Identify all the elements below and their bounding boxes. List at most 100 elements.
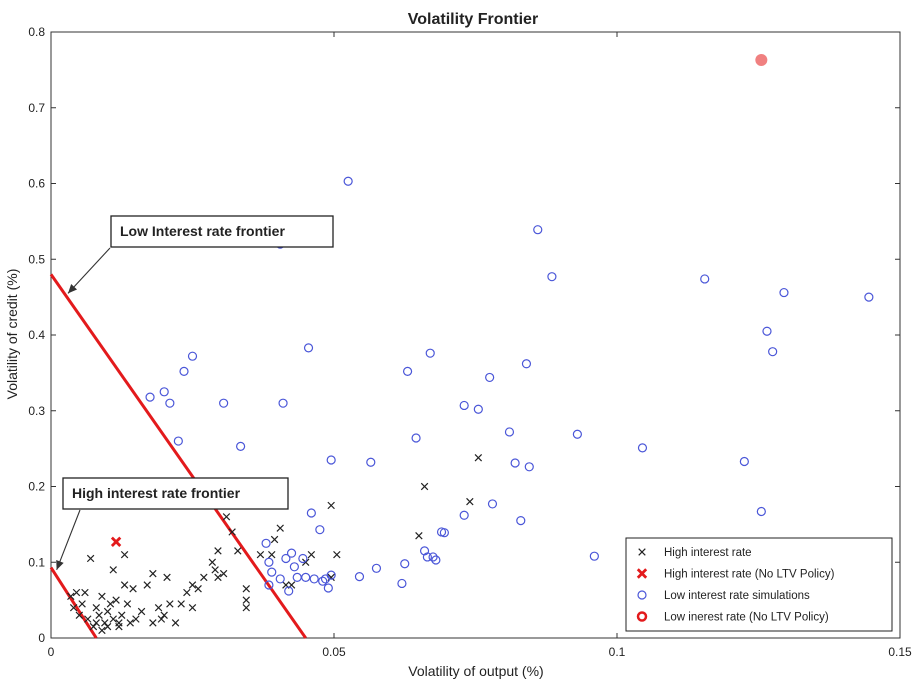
- data-point: [425, 348, 435, 358]
- legend-label: Low inerest rate (No LTV Policy): [664, 612, 829, 624]
- data-point: [157, 615, 166, 623]
- data-point: [228, 528, 236, 536]
- data-point: [214, 547, 222, 555]
- data-point: [286, 548, 297, 558]
- low-frontier-label: Low Interest rate frontier: [120, 223, 285, 239]
- data-point: [366, 457, 376, 467]
- data-point: [487, 499, 498, 509]
- low-interest-frontier-line: [49, 273, 307, 639]
- data-point: [275, 574, 285, 584]
- data-point: [264, 580, 274, 590]
- legend-label: High interest rate (No LTV Policy): [664, 569, 835, 581]
- legend-marker: [637, 590, 647, 600]
- data-point: [120, 550, 129, 559]
- data-point: [301, 572, 311, 583]
- y-tick-label: 0.7: [28, 101, 45, 115]
- data-point: [637, 443, 648, 453]
- y-tick-label: 0.6: [28, 177, 45, 191]
- data-point: [315, 525, 325, 535]
- legend-marker: [636, 611, 648, 622]
- data-point: [411, 433, 421, 443]
- data-point: [326, 570, 336, 580]
- data-point: [276, 524, 284, 532]
- legend-box: [625, 537, 893, 632]
- data-point: [298, 553, 308, 564]
- data-point: [779, 287, 789, 298]
- data-point: [222, 513, 231, 521]
- data-point: [419, 546, 430, 556]
- high-frontier-label: High interest rate frontier: [72, 485, 241, 501]
- y-tick-label: 0.5: [28, 252, 45, 266]
- high-frontier-label-box: [62, 477, 289, 510]
- data-point: [400, 559, 410, 569]
- data-point: [179, 366, 189, 376]
- data-point: [459, 510, 469, 520]
- x-tick-label: 0: [48, 645, 55, 659]
- data-point: [284, 586, 294, 596]
- data-point: [327, 501, 335, 510]
- data-point: [149, 619, 157, 627]
- data-point: [159, 387, 169, 397]
- data-point: [756, 506, 766, 517]
- chart-title: Volatility Frontier: [408, 11, 538, 28]
- data-point: [755, 54, 768, 67]
- data-point: [343, 176, 353, 186]
- data-point: [415, 532, 423, 540]
- data-point: [200, 573, 208, 582]
- data-point: [309, 574, 319, 584]
- data-point: [120, 581, 129, 589]
- data-point: [177, 600, 185, 608]
- y-tick-label: 0.1: [28, 555, 45, 569]
- data-point: [510, 458, 520, 468]
- data-point: [318, 576, 328, 586]
- y-tick-label: 0: [38, 631, 45, 645]
- data-point: [268, 550, 276, 559]
- legend: High interest rate High interest rate (No…: [625, 537, 893, 632]
- plot-area: [50, 31, 901, 639]
- high-frontier-label-arrowhead: [56, 559, 64, 570]
- data-point: [188, 603, 197, 612]
- data-point: [86, 554, 95, 563]
- x-axis-label: Volatility of output (%): [408, 663, 543, 679]
- axis-ticks: 0 0.05 0.1 0.15 0 0.1 0.2 0.3 0.4 0.5 0.6 0.7 0.8: [28, 25, 912, 659]
- legend-label: Low interest rate simulations: [664, 590, 810, 602]
- data-point: [154, 603, 163, 612]
- data-point: [431, 555, 441, 565]
- data-point: [211, 566, 219, 574]
- y-tick-label: 0.8: [28, 25, 45, 39]
- data-point: [521, 359, 532, 369]
- low-frontier-label-arrow: [67, 247, 111, 294]
- data-point: [739, 456, 749, 467]
- data-point: [187, 351, 198, 361]
- data-point: [278, 398, 288, 408]
- data-point: [306, 508, 316, 518]
- data-point: [173, 436, 183, 446]
- data-point: [219, 398, 229, 408]
- data-point: [145, 392, 155, 402]
- x-tick-label: 0.1: [609, 645, 626, 659]
- data-point: [236, 441, 246, 451]
- data-point: [428, 552, 438, 562]
- data-point: [270, 535, 279, 544]
- data-point: [261, 538, 271, 548]
- data-point: [256, 550, 265, 559]
- data-point: [98, 626, 106, 635]
- x-tick-label: 0.15: [888, 645, 912, 659]
- data-point: [163, 573, 171, 582]
- data-point: [208, 558, 217, 566]
- legend-marker: [636, 568, 648, 579]
- low-frontier-label-arrowhead: [67, 284, 78, 294]
- data-point: [214, 573, 222, 582]
- data-point: [264, 557, 274, 567]
- data-point: [149, 569, 157, 578]
- data-point: [188, 581, 197, 589]
- data-point: [92, 619, 101, 627]
- data-point: [524, 462, 534, 472]
- data-point: [354, 572, 365, 582]
- data-point: [422, 552, 432, 562]
- data-point: [112, 596, 120, 604]
- data-point: [132, 615, 140, 623]
- data-point: [103, 607, 112, 616]
- data-point: [516, 515, 526, 526]
